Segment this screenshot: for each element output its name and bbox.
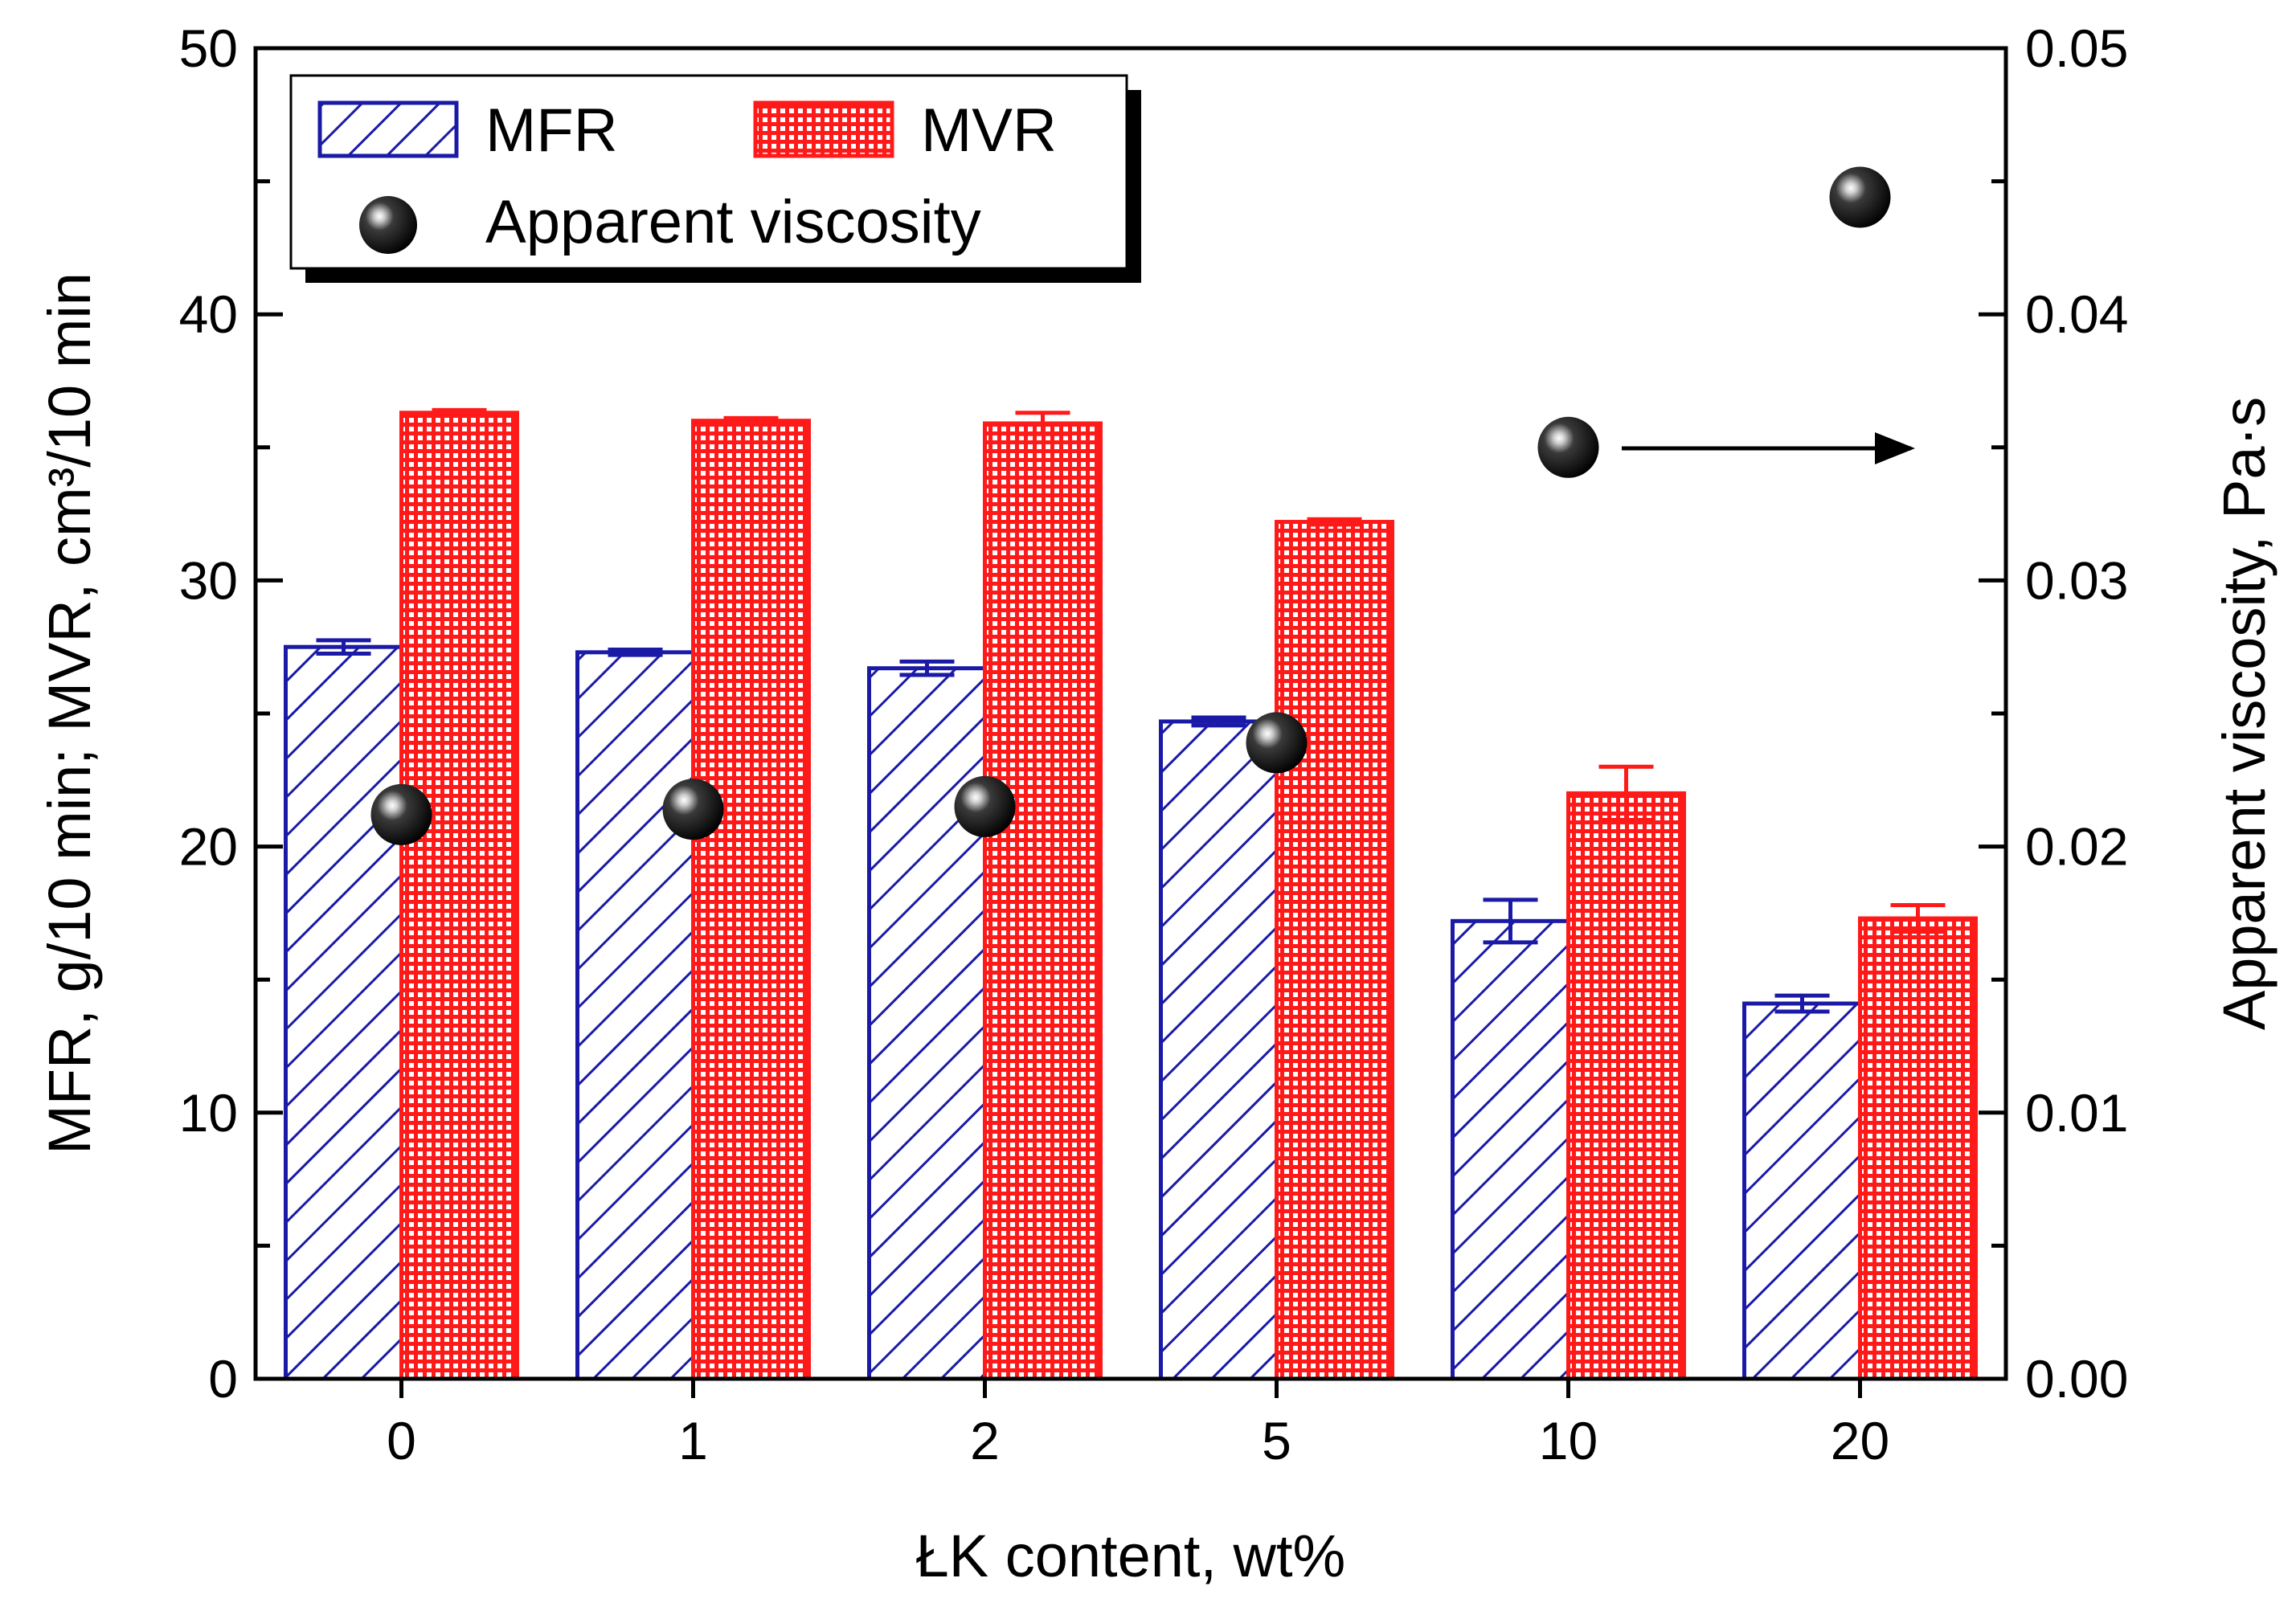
mvr-bar — [1858, 916, 1978, 1381]
y-axis-left-title: MFR, g/10 min; MVR, cm³/10 min — [36, 272, 103, 1155]
mfr-error-bar — [1191, 715, 1246, 728]
y-right-tick-label: 0.05 — [2025, 18, 2128, 78]
mfr-error-bar — [899, 659, 955, 677]
legend-label-viscosity: Apparent viscosity — [485, 188, 981, 256]
viscosity-point — [1246, 712, 1308, 774]
x-tick-label: 5 — [1262, 1411, 1291, 1470]
x-axis-title: ŁK content, wt% — [916, 1523, 1346, 1589]
mvr-bar — [691, 419, 811, 1381]
axes: 0 10 20 30 40 50 0.00 0.01 0.02 0.03 0.04 0.05 0 1 2 5 1… — [179, 18, 2129, 1470]
y-right-tick-label: 0.02 — [2025, 817, 2128, 877]
x-tick-label: 20 — [1831, 1411, 1889, 1470]
legend-swatch-mvr — [753, 100, 894, 158]
plot-area — [284, 166, 1978, 1381]
mfr-bar — [284, 644, 403, 1381]
mfr-bar — [867, 666, 987, 1381]
y-left-tick-label: 0 — [208, 1349, 238, 1409]
mfr-bar — [575, 650, 695, 1381]
viscosity-point — [662, 779, 724, 840]
viscosity-point — [954, 775, 1016, 837]
mfr-bar — [1742, 1001, 1862, 1381]
mvr-bar — [983, 421, 1103, 1381]
y-right-tick-label: 0.00 — [2025, 1349, 2128, 1409]
mfr-error-bar — [608, 648, 663, 657]
y-right-tick-label: 0.01 — [2025, 1083, 2128, 1143]
mvr-error-bar — [1890, 902, 1946, 934]
viscosity-point — [1537, 416, 1599, 478]
mfr-error-bar — [1774, 993, 1830, 1014]
mvr-bar — [1566, 791, 1686, 1381]
legend-swatch-mfr — [317, 100, 459, 158]
mvr-error-bar — [1307, 517, 1362, 527]
mfr-error-bar — [1483, 897, 1538, 945]
legend-label-mvr: MVR — [921, 96, 1057, 165]
viscosity-point — [370, 783, 432, 845]
mfr-error-bar — [316, 638, 371, 656]
mvr-bar — [399, 411, 519, 1381]
y-left-tick-label: 20 — [179, 817, 238, 877]
mvr-error-bar — [1015, 411, 1070, 436]
mvr-error-bar — [1598, 764, 1654, 822]
mvr-error-bar — [723, 415, 779, 426]
x-tick-label: 10 — [1539, 1411, 1598, 1470]
y-left-tick-label: 10 — [179, 1083, 238, 1143]
mvr-error-bar — [432, 407, 487, 418]
legend-marker-viscosity — [359, 196, 417, 254]
y-left-tick-label: 30 — [179, 550, 238, 610]
x-tick-label: 1 — [678, 1411, 708, 1470]
x-tick-label: 0 — [387, 1411, 416, 1470]
legend: MFR MVR Apparent viscosity — [289, 74, 1141, 283]
y-left-tick-label: 40 — [179, 284, 238, 344]
y-right-tick-label: 0.04 — [2025, 284, 2128, 344]
y-left-tick-label: 50 — [179, 18, 238, 78]
y-axis-right-title: Apparent viscosity, Pa·s — [2211, 397, 2278, 1030]
mvr-bar — [1275, 520, 1394, 1381]
viscosity-point — [1829, 166, 1891, 228]
mfr-bar — [1451, 918, 1570, 1381]
legend-label-mfr: MFR — [485, 96, 618, 165]
y-right-tick-label: 0.03 — [2025, 550, 2128, 610]
x-tick-label: 2 — [970, 1411, 1000, 1470]
mfr-bar — [1159, 719, 1279, 1381]
